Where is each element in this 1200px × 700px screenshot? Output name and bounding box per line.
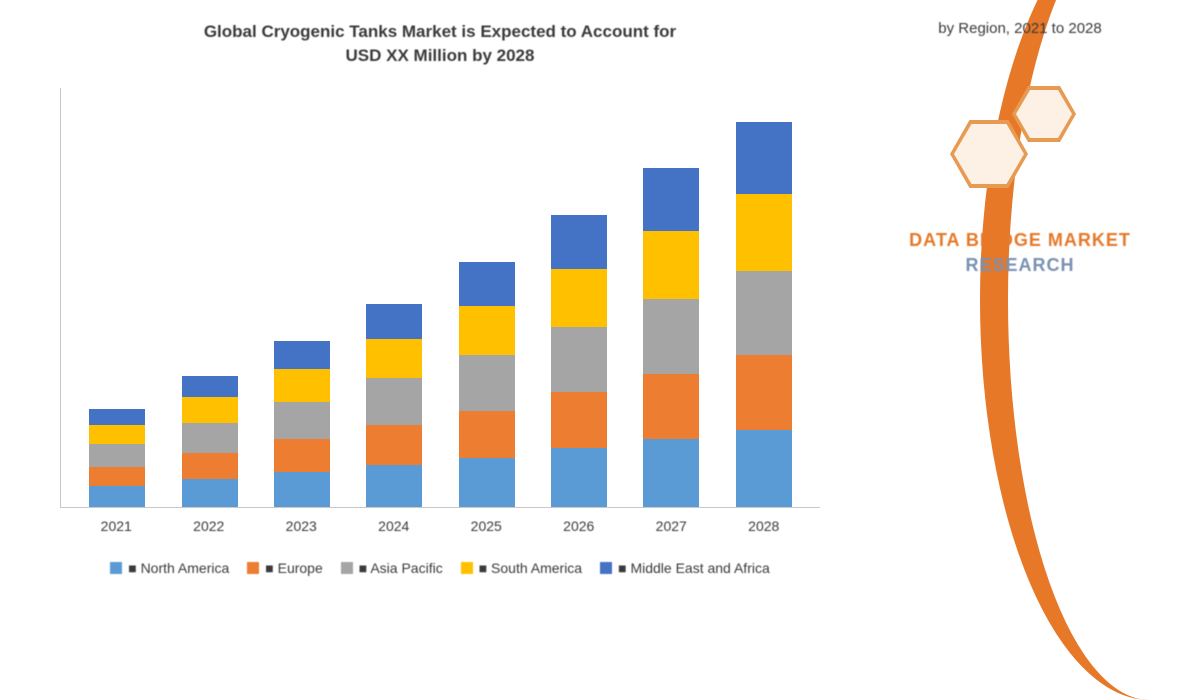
bar-segment bbox=[89, 486, 145, 507]
bar-segment bbox=[182, 479, 238, 507]
bar-group bbox=[274, 341, 330, 507]
legend-item: ■ South America bbox=[461, 560, 582, 576]
title-line1: Global Cryogenic Tanks Market is Expecte… bbox=[204, 22, 676, 41]
bar-group bbox=[643, 168, 699, 506]
bar-segment bbox=[182, 397, 238, 423]
bar-group bbox=[551, 215, 607, 507]
x-axis-label: 2027 bbox=[643, 518, 699, 534]
legend-swatch bbox=[461, 562, 473, 574]
legend-swatch bbox=[341, 562, 353, 574]
x-axis-label: 2028 bbox=[736, 518, 792, 534]
bar-group bbox=[736, 122, 792, 507]
bars-row bbox=[61, 88, 820, 507]
legend-swatch bbox=[600, 562, 612, 574]
bar-group bbox=[366, 304, 422, 507]
bar-segment bbox=[643, 168, 699, 231]
legend-item: ■ North America bbox=[110, 560, 229, 576]
bar-segment bbox=[551, 392, 607, 448]
legend-label: ■ South America bbox=[479, 560, 582, 576]
x-axis-label: 2026 bbox=[551, 518, 607, 534]
legend-label: ■ Europe bbox=[265, 560, 323, 576]
bar-segment bbox=[274, 341, 330, 369]
legend-swatch bbox=[110, 562, 122, 574]
bar-segment bbox=[182, 423, 238, 453]
x-axis-label: 2022 bbox=[181, 518, 237, 534]
bar-group bbox=[459, 262, 515, 507]
legend-label: ■ North America bbox=[128, 560, 229, 576]
hex-shape-2 bbox=[1012, 86, 1076, 142]
bar-segment bbox=[366, 425, 422, 465]
bar-segment bbox=[736, 430, 792, 507]
legend-item: ■ Middle East and Africa bbox=[600, 560, 770, 576]
x-axis-label: 2021 bbox=[88, 518, 144, 534]
bar-segment bbox=[366, 339, 422, 379]
chart-area: Global Cryogenic Tanks Market is Expecte… bbox=[0, 0, 840, 600]
bar-segment bbox=[736, 355, 792, 430]
legend-label: ■ Middle East and Africa bbox=[618, 560, 770, 576]
bar-segment bbox=[643, 439, 699, 507]
bar-segment bbox=[274, 472, 330, 507]
bar-segment bbox=[89, 467, 145, 486]
logo-text: DATA BRIDGE MARKET RESEARCH bbox=[909, 228, 1131, 278]
bar-segment bbox=[459, 306, 515, 355]
logo-text-line1: DATA BRIDGE MARKET bbox=[909, 228, 1131, 253]
bar-segment bbox=[643, 299, 699, 374]
logo-area: by Region, 2021 to 2028 DATA BRIDGE MARK… bbox=[840, 0, 1200, 600]
bar-segment bbox=[459, 262, 515, 306]
title-line2: USD XX Million by 2028 bbox=[346, 46, 535, 65]
bar-segment bbox=[736, 194, 792, 271]
bar-segment bbox=[643, 231, 699, 299]
bar-segment bbox=[366, 378, 422, 425]
chart-title: Global Cryogenic Tanks Market is Expecte… bbox=[60, 20, 820, 68]
bar-segment bbox=[182, 453, 238, 479]
logo-text-line2: RESEARCH bbox=[909, 253, 1131, 278]
bar-segment bbox=[89, 409, 145, 425]
bar-group bbox=[182, 376, 238, 507]
bar-segment bbox=[274, 369, 330, 402]
legend-item: ■ Asia Pacific bbox=[341, 560, 443, 576]
legend-item: ■ Europe bbox=[247, 560, 323, 576]
bar-segment bbox=[182, 376, 238, 397]
bar-plot bbox=[60, 88, 820, 508]
bar-segment bbox=[736, 122, 792, 194]
x-axis-label: 2025 bbox=[458, 518, 514, 534]
legend-label: ■ Asia Pacific bbox=[359, 560, 443, 576]
hex-logo-icon bbox=[940, 80, 1100, 210]
bar-segment bbox=[89, 444, 145, 467]
x-axis-label: 2023 bbox=[273, 518, 329, 534]
bar-segment bbox=[551, 215, 607, 269]
hex-shape-1 bbox=[950, 120, 1028, 188]
legend-swatch bbox=[247, 562, 259, 574]
bar-segment bbox=[459, 355, 515, 411]
legend: ■ North America ■ Europe ■ Asia Pacific ■ S… bbox=[60, 560, 820, 576]
bar-segment bbox=[551, 448, 607, 506]
bar-segment bbox=[736, 271, 792, 355]
x-axis-labels: 2021 2022 2023 2024 2025 2026 2027 2028 bbox=[60, 508, 820, 534]
bar-group bbox=[89, 409, 145, 507]
bar-segment bbox=[366, 304, 422, 339]
bar-segment bbox=[459, 411, 515, 458]
chart-subtitle: by Region, 2021 to 2028 bbox=[938, 20, 1101, 37]
bar-segment bbox=[366, 465, 422, 507]
page-container: Global Cryogenic Tanks Market is Expecte… bbox=[0, 0, 1200, 600]
bar-segment bbox=[551, 327, 607, 392]
bar-segment bbox=[274, 439, 330, 472]
bar-segment bbox=[643, 374, 699, 439]
bar-segment bbox=[459, 458, 515, 507]
bar-segment bbox=[89, 425, 145, 444]
x-axis-label: 2024 bbox=[366, 518, 422, 534]
bar-segment bbox=[551, 269, 607, 327]
bar-segment bbox=[274, 402, 330, 439]
